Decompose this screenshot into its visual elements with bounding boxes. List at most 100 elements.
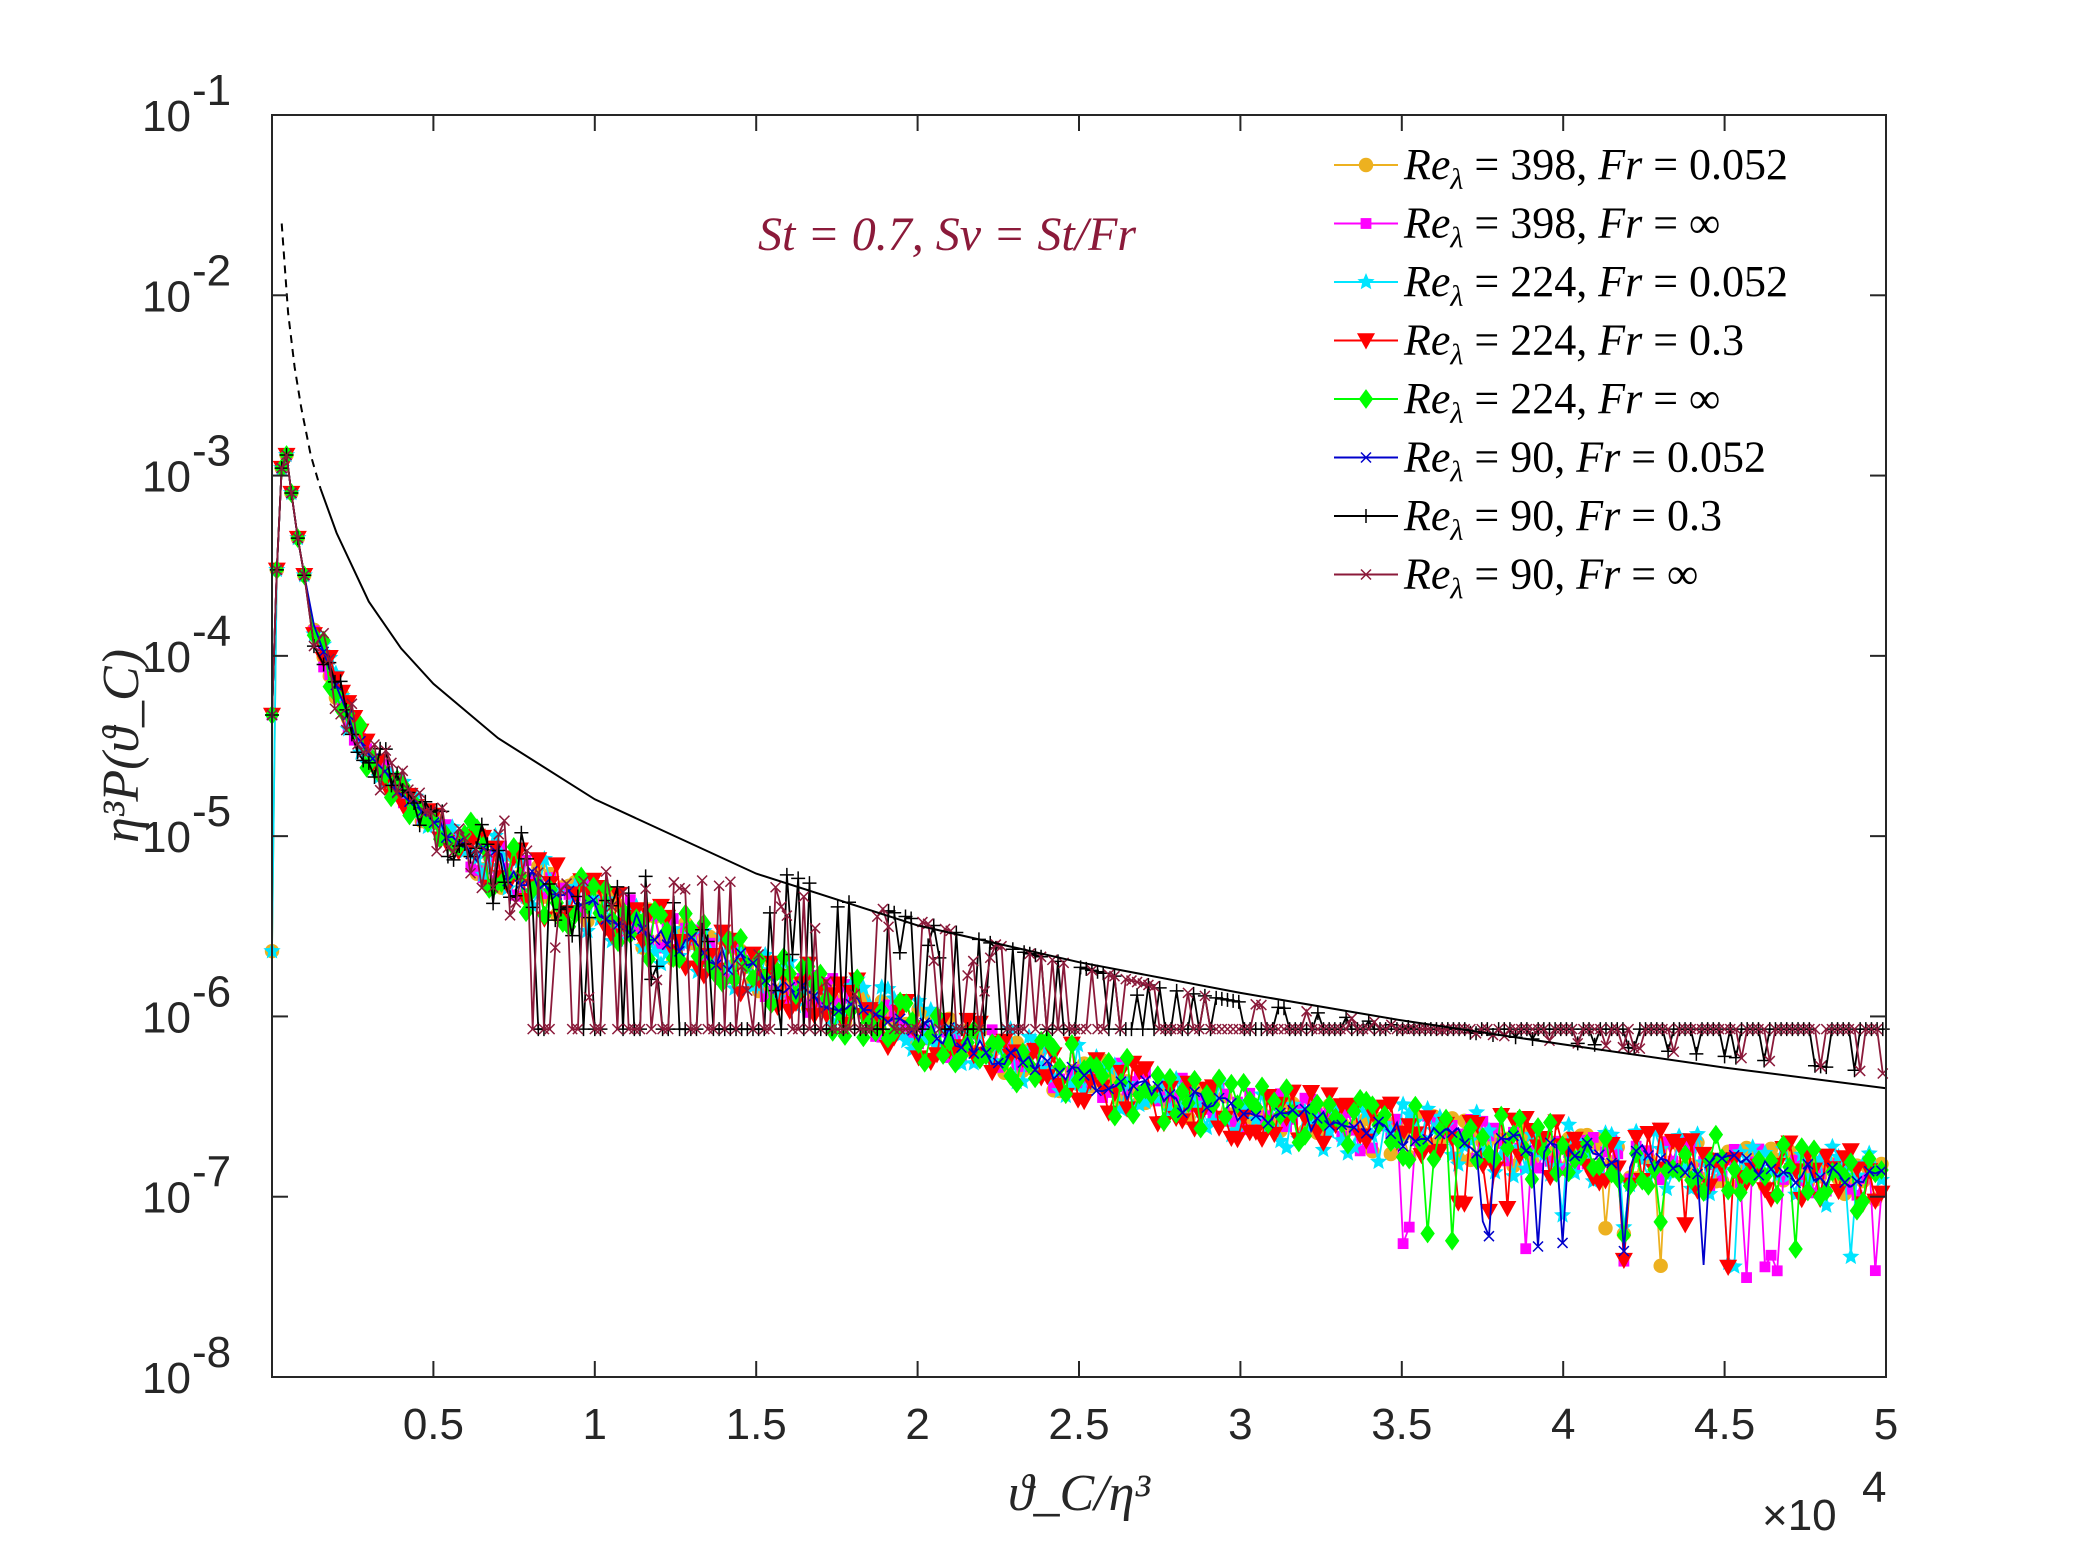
data-point [292,532,304,544]
data-point [883,921,895,933]
y-tick-base: 10 [142,453,191,502]
data-point [553,902,568,917]
data-point [1359,1090,1374,1111]
y-tick-base: 10 [142,633,191,682]
data-point [1704,1157,1716,1169]
data-point [1464,1023,1476,1035]
data-point [1716,1152,1728,1164]
data-point [1213,1092,1225,1104]
data-point [983,1065,1002,1082]
data-point [670,934,689,951]
data-point [1219,1088,1231,1100]
data-point [1658,1179,1676,1197]
data-point [815,1023,827,1035]
data-point [1176,1023,1188,1035]
data-point [1479,1203,1498,1221]
data-point [1058,1084,1073,1105]
data-point [578,921,596,939]
data-point [493,828,505,840]
data-point [1634,1043,1646,1055]
data-point [733,927,748,948]
data-point [1191,1107,1210,1124]
data-point [1806,1139,1822,1160]
data-point [1195,1092,1207,1104]
data-point [1618,1245,1630,1257]
data-point [1567,1149,1583,1170]
data-point [474,817,489,832]
data-point [1248,1097,1264,1118]
data-point [1843,1152,1859,1173]
data-point [1604,1163,1619,1184]
data-point [610,879,625,894]
data-point [1755,1182,1774,1199]
data-point [1373,1116,1385,1128]
data-point [894,1013,906,1025]
data-point [833,1005,845,1017]
data-point [391,787,403,799]
data-point [829,976,848,993]
data-point [724,876,736,888]
data-point [583,991,595,1003]
data-point [308,640,320,652]
data-point [919,1017,931,1029]
data-point [1678,1144,1693,1165]
data-point [899,993,914,1014]
data-point [1543,1035,1556,1047]
data-point [745,968,761,989]
data-point [1794,1137,1809,1158]
data-point [470,843,482,855]
data-point [431,845,443,857]
data-point [1403,1221,1415,1233]
data-point [1170,1090,1182,1102]
data-point [1862,1148,1877,1169]
data-point [1627,1129,1646,1147]
data-point [1598,1127,1613,1148]
data-point [1651,1122,1670,1139]
data-point [1501,1155,1513,1167]
data-point [1255,999,1267,1011]
x-axis-label: ϑ_C/η³ [1008,1465,1151,1522]
data-point [775,901,787,913]
data-point [374,784,386,796]
data-point [1107,1106,1123,1127]
data-point [1156,1111,1172,1132]
data-point [1851,1175,1863,1187]
data-point [1367,1142,1378,1154]
data-point [1299,1103,1311,1115]
data-point [992,1057,1004,1069]
data-point [496,840,507,852]
data-point [1765,1163,1777,1175]
data-point [1041,1055,1053,1067]
data-point [1278,1138,1296,1155]
data-point [510,896,522,908]
data-point [565,928,580,943]
data-point [547,857,566,874]
data-point [1717,1049,1732,1064]
y-tick-label: 10-1 [142,66,231,141]
data-point [857,1004,869,1016]
data-point [1101,1051,1116,1072]
data-point [1209,990,1224,1005]
data-point [346,698,358,710]
data-point [1788,1239,1803,1259]
data-point [635,912,650,933]
data-point [1381,1096,1400,1113]
data-point [1302,1084,1321,1102]
data-point [1790,1154,1802,1166]
data-point [802,876,817,891]
data-point [1295,1023,1307,1035]
data-point [542,876,557,891]
data-point [600,866,612,878]
x-tick-label: 3.5 [1371,1400,1432,1449]
data-point [1728,1149,1740,1161]
data-point [1628,1143,1644,1164]
data-point [574,866,589,887]
data-point [1520,1243,1532,1255]
data-point [506,837,521,857]
data-point [1250,1110,1262,1122]
data-point [730,1023,742,1035]
data-point [1089,1056,1104,1076]
data-point [800,956,816,977]
data-point [1432,1120,1448,1141]
data-point [1383,1146,1399,1162]
